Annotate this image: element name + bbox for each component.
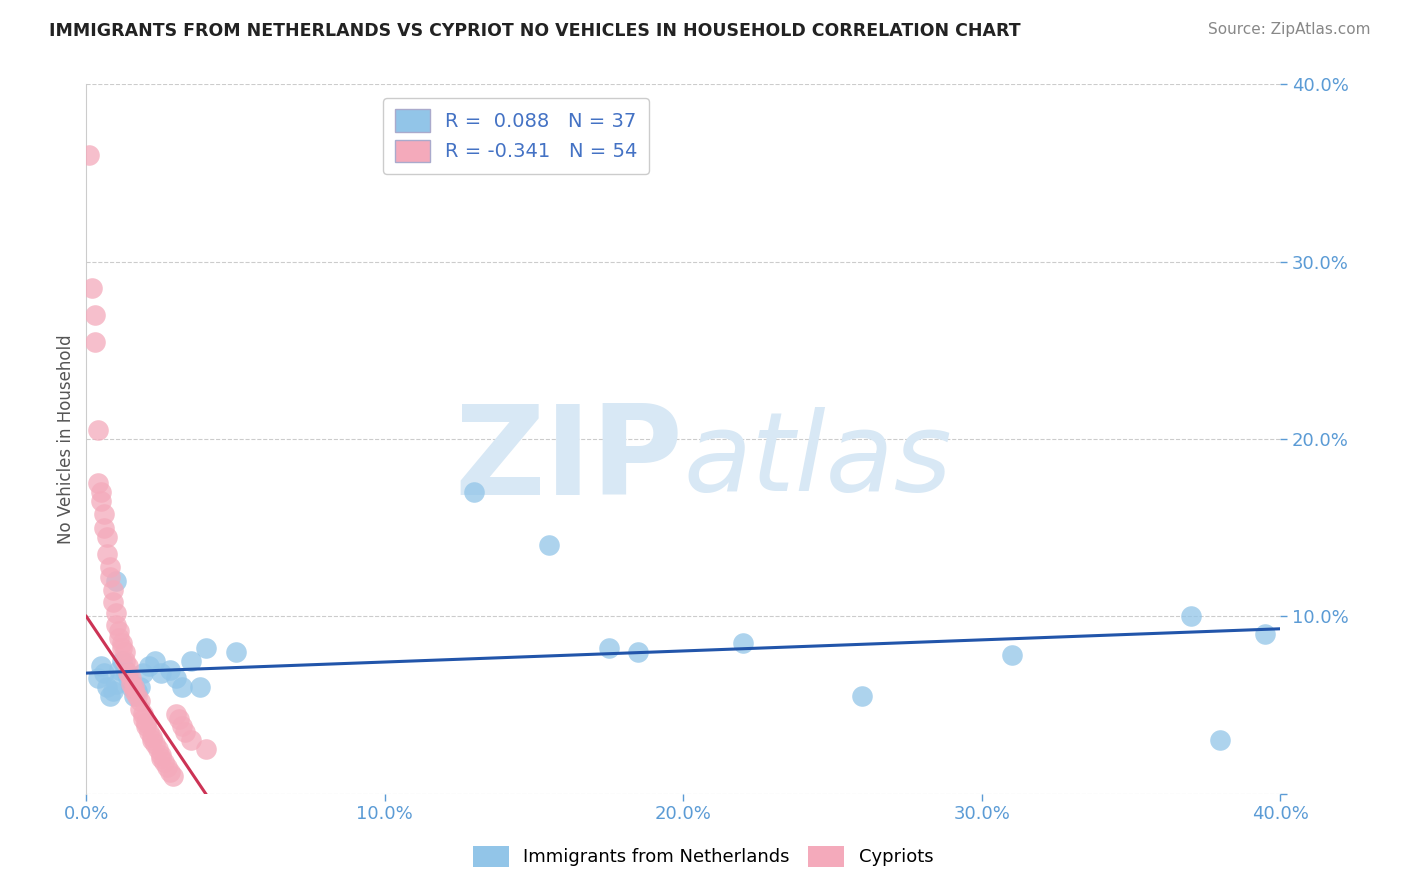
- Point: [132, 712, 155, 726]
- Text: Source: ZipAtlas.com: Source: ZipAtlas.com: [1208, 22, 1371, 37]
- Point: [146, 742, 169, 756]
- Point: [149, 666, 172, 681]
- Point: [149, 751, 172, 765]
- Point: [225, 645, 247, 659]
- Point: [108, 631, 131, 645]
- Point: [125, 689, 148, 703]
- Point: [120, 672, 142, 686]
- Point: [194, 641, 217, 656]
- Point: [1000, 648, 1022, 663]
- Point: [141, 733, 163, 747]
- Point: [108, 663, 131, 677]
- Point: [851, 689, 873, 703]
- Point: [93, 666, 115, 681]
- Point: [105, 606, 128, 620]
- Point: [111, 654, 134, 668]
- Point: [117, 672, 139, 686]
- Point: [90, 485, 112, 500]
- Point: [165, 672, 187, 686]
- Point: [87, 672, 110, 686]
- Point: [598, 641, 620, 656]
- Point: [101, 595, 124, 609]
- Point: [132, 706, 155, 721]
- Point: [117, 659, 139, 673]
- Point: [129, 681, 152, 695]
- Point: [143, 654, 166, 668]
- Point: [143, 737, 166, 751]
- Point: [98, 559, 121, 574]
- Point: [463, 485, 485, 500]
- Point: [159, 765, 181, 780]
- Text: atlas: atlas: [683, 407, 952, 514]
- Point: [153, 755, 176, 769]
- Y-axis label: No Vehicles in Household: No Vehicles in Household: [58, 334, 75, 544]
- Point: [141, 730, 163, 744]
- Point: [135, 715, 157, 730]
- Legend: Immigrants from Netherlands, Cypriots: Immigrants from Netherlands, Cypriots: [465, 838, 941, 874]
- Point: [170, 681, 193, 695]
- Point: [1209, 733, 1232, 747]
- Point: [96, 681, 118, 695]
- Point: [162, 769, 184, 783]
- Text: IMMIGRANTS FROM NETHERLANDS VS CYPRIOT NO VEHICLES IN HOUSEHOLD CORRELATION CHAR: IMMIGRANTS FROM NETHERLANDS VS CYPRIOT N…: [49, 22, 1021, 40]
- Point: [90, 494, 112, 508]
- Point: [627, 645, 650, 659]
- Point: [173, 724, 195, 739]
- Point: [114, 654, 136, 668]
- Point: [120, 681, 142, 695]
- Point: [114, 645, 136, 659]
- Point: [159, 663, 181, 677]
- Point: [135, 719, 157, 733]
- Point: [180, 654, 202, 668]
- Point: [120, 677, 142, 691]
- Point: [82, 281, 104, 295]
- Point: [93, 507, 115, 521]
- Point: [129, 701, 152, 715]
- Point: [114, 663, 136, 677]
- Point: [122, 681, 145, 695]
- Point: [1254, 627, 1277, 641]
- Point: [96, 547, 118, 561]
- Point: [122, 683, 145, 698]
- Point: [167, 712, 190, 726]
- Point: [156, 760, 179, 774]
- Point: [108, 624, 131, 638]
- Point: [537, 538, 560, 552]
- Point: [170, 719, 193, 733]
- Point: [98, 570, 121, 584]
- Point: [105, 574, 128, 588]
- Point: [117, 666, 139, 681]
- Point: [125, 683, 148, 698]
- Point: [111, 641, 134, 656]
- Legend: R =  0.088   N = 37, R = -0.341   N = 54: R = 0.088 N = 37, R = -0.341 N = 54: [382, 98, 650, 174]
- Point: [101, 582, 124, 597]
- Point: [1180, 609, 1202, 624]
- Point: [731, 636, 754, 650]
- Point: [105, 677, 128, 691]
- Point: [138, 724, 160, 739]
- Point: [129, 694, 152, 708]
- Point: [93, 521, 115, 535]
- Point: [87, 476, 110, 491]
- Point: [111, 636, 134, 650]
- Point: [149, 747, 172, 762]
- Point: [96, 530, 118, 544]
- Point: [105, 618, 128, 632]
- Text: ZIP: ZIP: [454, 400, 683, 521]
- Point: [132, 666, 155, 681]
- Point: [122, 689, 145, 703]
- Point: [138, 659, 160, 673]
- Point: [84, 334, 107, 349]
- Point: [188, 681, 211, 695]
- Point: [77, 148, 100, 162]
- Point: [101, 683, 124, 698]
- Point: [87, 423, 110, 437]
- Point: [98, 689, 121, 703]
- Point: [194, 742, 217, 756]
- Point: [180, 733, 202, 747]
- Point: [84, 308, 107, 322]
- Point: [165, 706, 187, 721]
- Point: [90, 659, 112, 673]
